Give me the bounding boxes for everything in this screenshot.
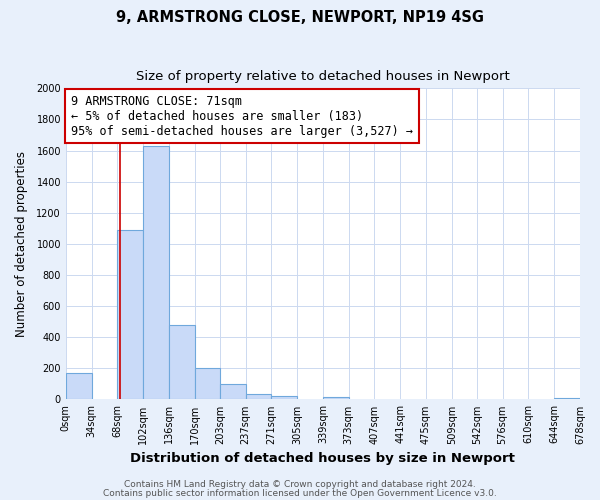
- Bar: [143, 146, 169, 400]
- Bar: [323, 397, 349, 400]
- Bar: [271, 396, 297, 400]
- Bar: [66, 373, 92, 400]
- Text: Contains public sector information licensed under the Open Government Licence v3: Contains public sector information licen…: [103, 488, 497, 498]
- Bar: [220, 384, 245, 400]
- Bar: [169, 325, 195, 400]
- Bar: [245, 394, 271, 400]
- Bar: [554, 398, 580, 400]
- Text: Contains HM Land Registry data © Crown copyright and database right 2024.: Contains HM Land Registry data © Crown c…: [124, 480, 476, 489]
- Y-axis label: Number of detached properties: Number of detached properties: [15, 151, 28, 337]
- Text: 9, ARMSTRONG CLOSE, NEWPORT, NP19 4SG: 9, ARMSTRONG CLOSE, NEWPORT, NP19 4SG: [116, 10, 484, 25]
- Bar: [118, 230, 143, 400]
- Bar: [195, 368, 220, 400]
- X-axis label: Distribution of detached houses by size in Newport: Distribution of detached houses by size …: [130, 452, 515, 465]
- Title: Size of property relative to detached houses in Newport: Size of property relative to detached ho…: [136, 70, 510, 83]
- Text: 9 ARMSTRONG CLOSE: 71sqm
← 5% of detached houses are smaller (183)
95% of semi-d: 9 ARMSTRONG CLOSE: 71sqm ← 5% of detache…: [71, 94, 413, 138]
